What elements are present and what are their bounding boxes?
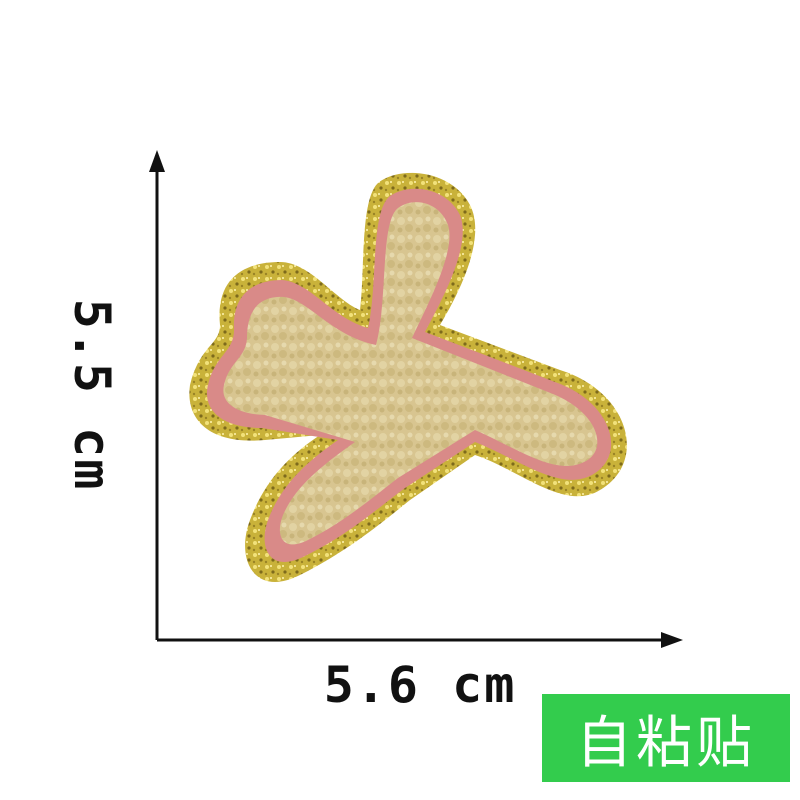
- self-adhesive-badge: 自粘贴: [542, 694, 790, 782]
- badge-text: 自粘贴: [576, 710, 756, 776]
- height-dimension-label: 5.5 cm: [63, 298, 121, 492]
- arrow-up-icon: [149, 150, 165, 172]
- chenille-fill: [223, 202, 598, 545]
- width-dimension-label: 5.6 cm: [323, 656, 517, 714]
- arrow-right-icon: [661, 632, 683, 648]
- airplane-patch: [189, 172, 627, 582]
- dimension-axes: [149, 150, 683, 648]
